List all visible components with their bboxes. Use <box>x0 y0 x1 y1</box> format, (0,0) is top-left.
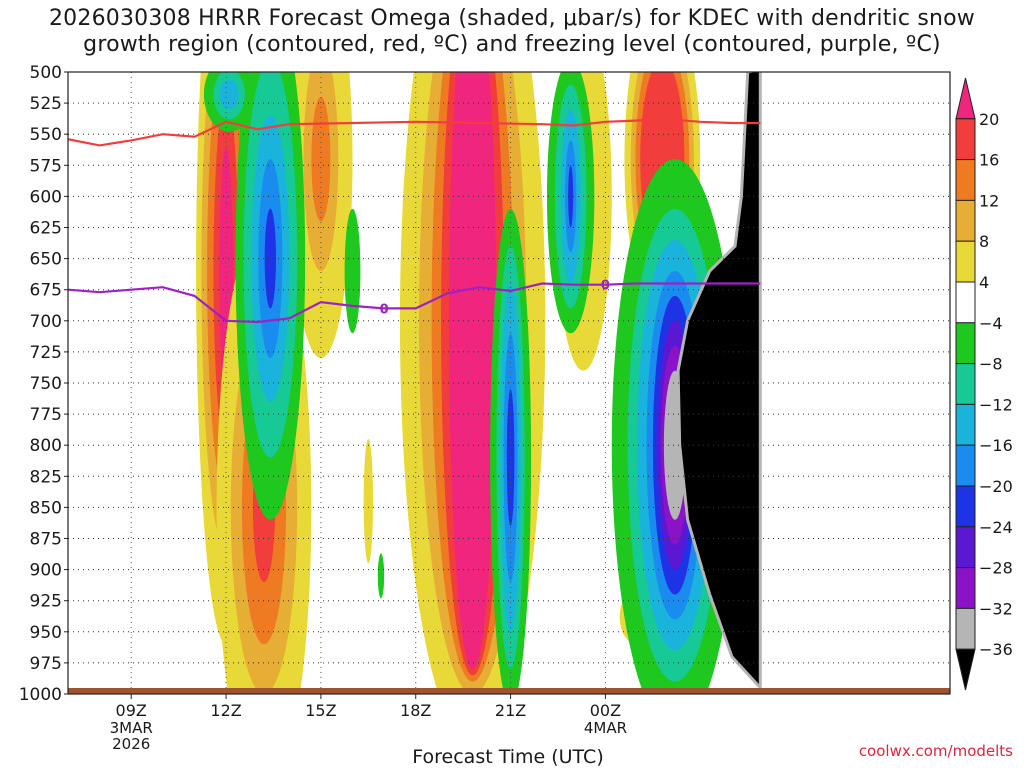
descent-top-12z-level--12 <box>219 79 239 110</box>
ascent-upper-15z-level-12 <box>311 96 331 222</box>
y-tick-label-700: 700 <box>30 312 62 332</box>
shaded-omega-field: 00 <box>68 72 950 694</box>
colorbar-swatch-5 <box>955 281 976 324</box>
x-tick-label-00Z: 00Z <box>590 701 621 720</box>
freezing-level-label-1: 0 <box>601 279 610 294</box>
colorbar-label-13: −36 <box>979 640 1013 659</box>
colorbar-swatch-11 <box>955 526 976 569</box>
y-tick-label-800: 800 <box>30 436 62 456</box>
ground-strip <box>68 688 950 694</box>
x-tick-sublabel-00Z-0: 4MAR <box>584 719 627 737</box>
colorbar-label-1: 16 <box>979 151 999 170</box>
y-tick-label-775: 775 <box>30 405 62 425</box>
ascent-blob-17z-level-4 <box>363 438 374 564</box>
chart-title-line-1: 2026030308 HRRR Forecast Omega (shaded, … <box>48 6 975 31</box>
colorbar-label-0: 20 <box>979 110 999 129</box>
colorbar-label-11: −28 <box>979 559 1013 578</box>
colorbar-swatch-9 <box>955 444 976 487</box>
colorbar-label-6: −8 <box>979 355 1003 374</box>
colorbar-swatch-4 <box>955 240 976 283</box>
colorbar-swatch-12 <box>955 567 976 609</box>
colorbar-label-7: −12 <box>979 395 1013 414</box>
colorbar-label-2: 12 <box>979 191 999 210</box>
y-tick-label-875: 875 <box>30 530 62 550</box>
colorbar-swatch-7 <box>955 363 976 405</box>
colorbar-label-9: −20 <box>979 477 1013 496</box>
dendritic-growth-line <box>68 118 761 147</box>
y-tick-label-825: 825 <box>30 467 62 487</box>
x-tick-label-21Z: 21Z <box>495 701 526 720</box>
descent-band-13z-level--20 <box>264 208 277 309</box>
gridlines <box>68 72 950 694</box>
y-tick-label-950: 950 <box>30 623 62 643</box>
y-tick-label-550: 550 <box>30 125 62 145</box>
x-tick-sublabel-09Z-0: 3MAR <box>110 719 153 737</box>
colorbar-cap-top <box>955 77 976 120</box>
credit-text: coolwx.com/modelts <box>859 742 1013 760</box>
x-tick-sublabel-09Z-1: 2026 <box>112 735 150 753</box>
freezing-level-line <box>68 282 761 324</box>
colorbar-swatch-13 <box>955 607 976 650</box>
freezing-level-label-0: 0 <box>380 302 389 317</box>
colorbar-swatch-8 <box>955 403 976 446</box>
y-tick-label-750: 750 <box>30 374 62 394</box>
descent-17z-level--4 <box>377 553 385 599</box>
colorbar-label-3: 8 <box>979 232 989 251</box>
y-tick-label-650: 650 <box>30 250 62 270</box>
y-tick-label-725: 725 <box>30 343 62 363</box>
y-tick-label-575: 575 <box>30 156 62 176</box>
y-tick-label-925: 925 <box>30 592 62 612</box>
y-tick-label-975: 975 <box>30 654 62 674</box>
y-tick-label-1000: 1000 <box>19 685 62 705</box>
colorbar-label-10: −24 <box>979 518 1013 537</box>
y-tick-label-500: 500 <box>30 63 62 83</box>
colorbar-label-5: −4 <box>979 314 1003 333</box>
x-tick-label-09Z: 09Z <box>116 701 147 720</box>
x-tick-label-15Z: 15Z <box>305 701 336 720</box>
colorbar-cap-bottom <box>955 648 976 691</box>
descent-15z-level--4 <box>344 208 361 334</box>
x-tick-label-12Z: 12Z <box>210 701 241 720</box>
y-tick-label-625: 625 <box>30 219 62 239</box>
y-tick-label-675: 675 <box>30 281 62 301</box>
colorbar-label-8: −16 <box>979 436 1013 455</box>
descent-upper-23z-level--20 <box>568 165 574 228</box>
colorbar-swatch-10 <box>955 485 976 528</box>
y-tick-label-600: 600 <box>30 187 62 207</box>
x-tick-label-18Z: 18Z <box>400 701 431 720</box>
colorbar-swatch-1 <box>955 118 976 161</box>
colorbar-swatch-2 <box>955 159 976 201</box>
y-tick-label-900: 900 <box>30 561 62 581</box>
x-axis-title: Forecast Time (UTC) <box>412 746 603 768</box>
colorbar-swatch-6 <box>955 322 976 365</box>
colorbar-label-12: −32 <box>979 599 1013 618</box>
below-ground-region <box>676 72 762 692</box>
colorbar-swatch-3 <box>955 199 976 242</box>
y-tick-label-850: 850 <box>30 498 62 518</box>
y-tick-label-525: 525 <box>30 94 62 114</box>
ascent-main-19z-level-20 <box>448 72 497 669</box>
chart-title-line-2: growth region (contoured, red, ºC) and f… <box>83 32 941 57</box>
colorbar-label-4: 4 <box>979 273 989 292</box>
